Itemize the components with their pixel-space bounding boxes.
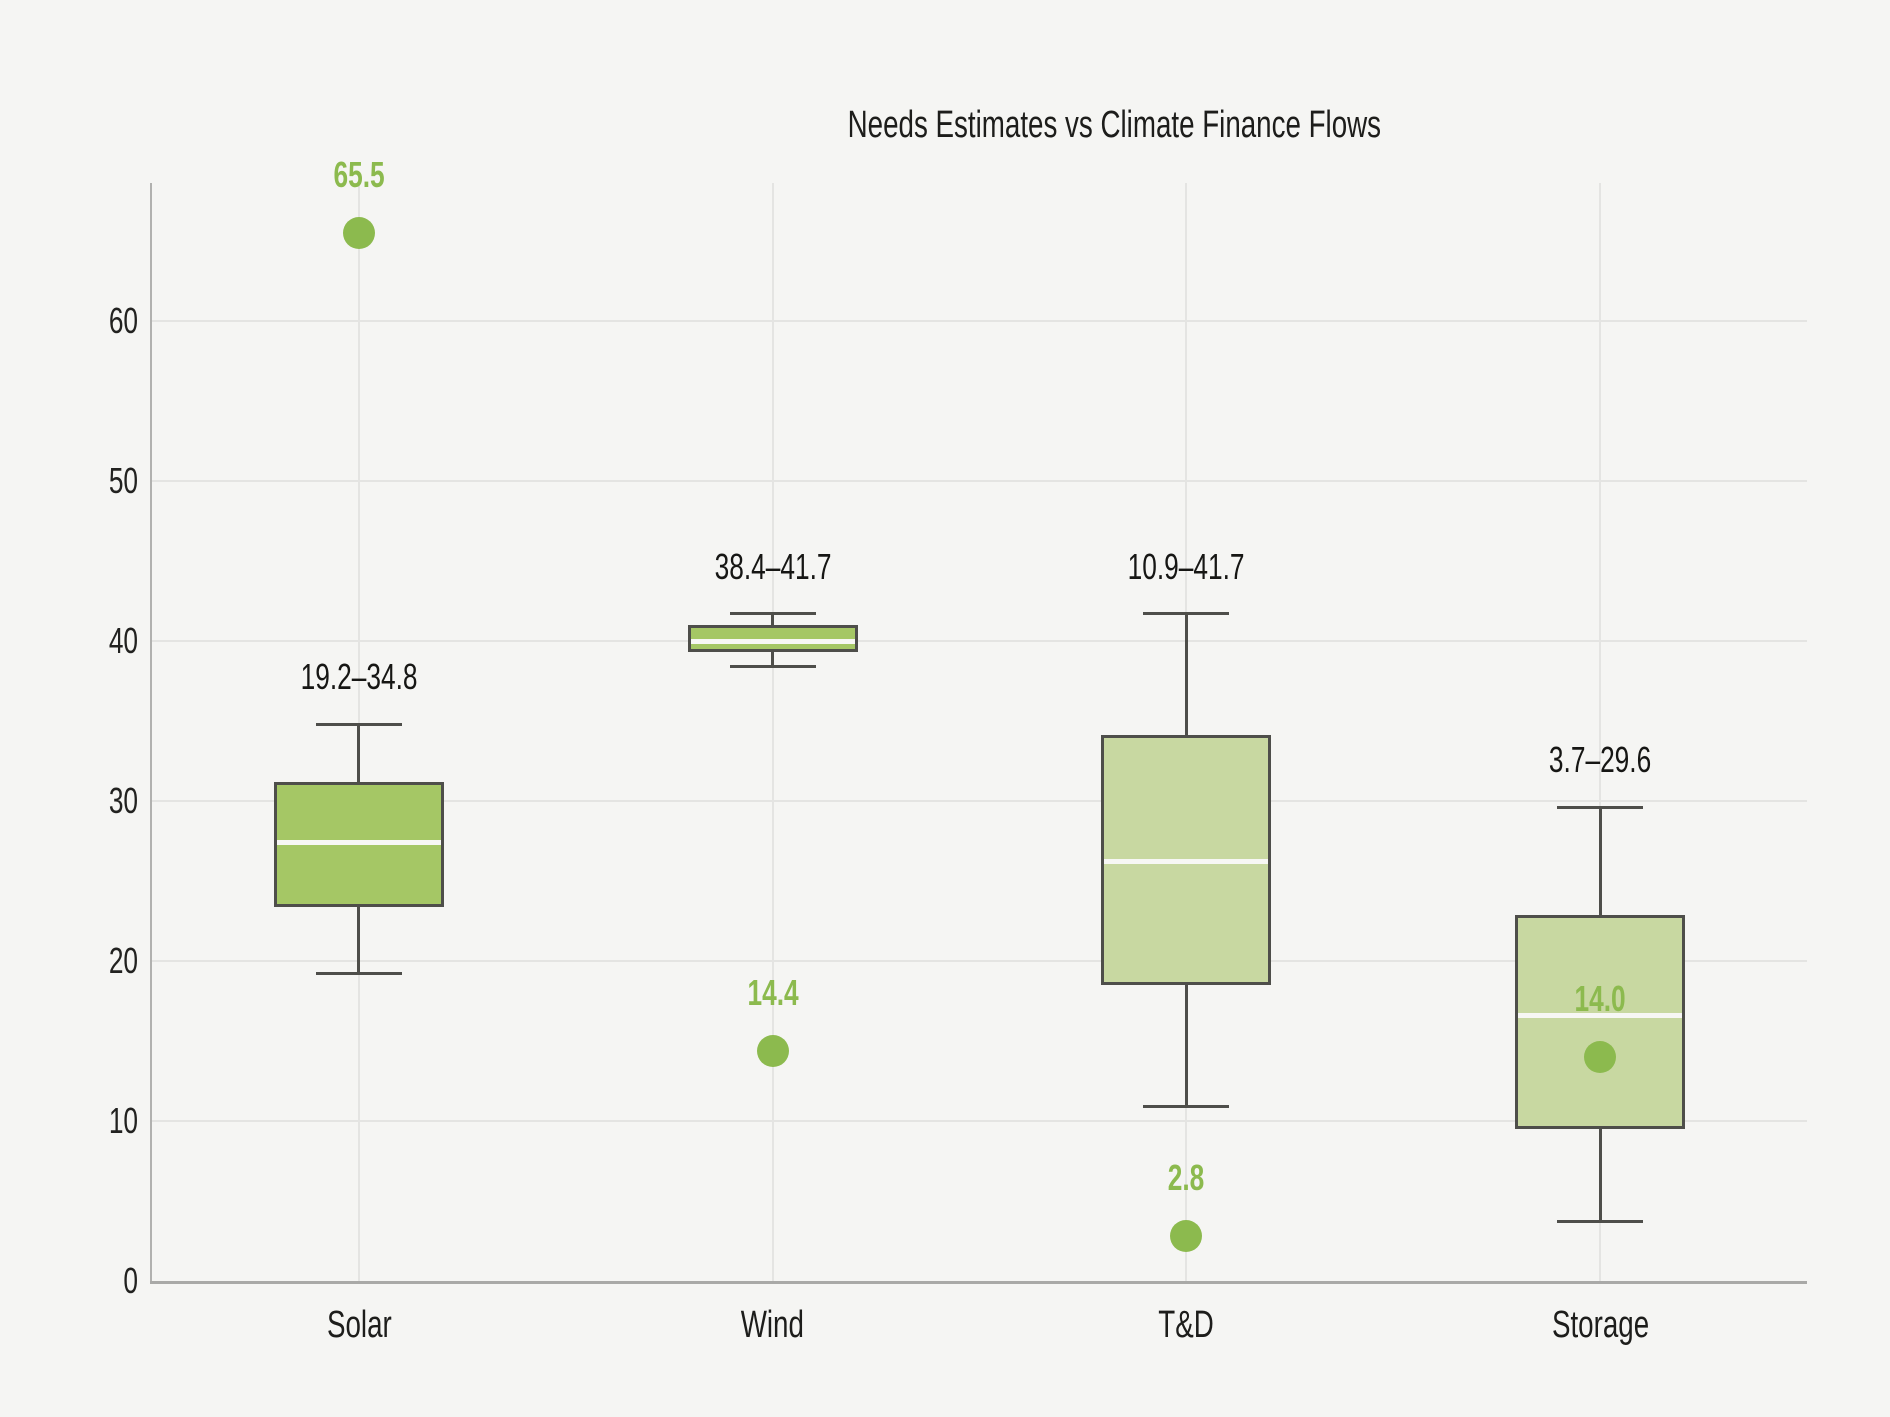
flow-dot (1584, 1041, 1617, 1073)
flow-value-annotation: 2.8 (1168, 1157, 1205, 1199)
box (1515, 914, 1686, 1129)
whisker-stem-upper (1598, 807, 1602, 915)
x-axis-category-label: T&D (1158, 1304, 1215, 1346)
whisker-stem-upper (357, 724, 361, 782)
whisker-cap-lower (729, 665, 816, 669)
whisker-stem-upper (771, 613, 775, 625)
x-axis-category-label: Storage (1551, 1304, 1649, 1346)
flow-value-annotation: 14.4 (747, 971, 799, 1013)
flow-dot (342, 217, 375, 249)
y-tick-label: 20 (108, 940, 138, 981)
y-tick-label: 50 (108, 460, 138, 501)
needs-range-annotation: 10.9–41.7 (1127, 545, 1245, 587)
whisker-stem-lower (1598, 1129, 1602, 1222)
whisker-stem-lower (357, 906, 361, 974)
h-gridline (152, 1120, 1807, 1122)
flow-dot (1170, 1220, 1203, 1253)
y-tick-label: 60 (108, 300, 138, 341)
median-line (276, 840, 441, 846)
median-line (1518, 1012, 1683, 1018)
whisker-cap-lower (1557, 1220, 1644, 1224)
whisker-cap-upper (1143, 612, 1230, 616)
whisker-cap-upper (1557, 805, 1644, 809)
x-axis-line (150, 1281, 1807, 1284)
whisker-stem-lower (1184, 985, 1188, 1107)
whisker-stem-upper (1184, 613, 1188, 736)
y-tick-label: 10 (108, 1100, 138, 1141)
flow-value-annotation: 14.0 (1574, 978, 1626, 1019)
flow-dot (756, 1034, 789, 1067)
h-gridline (152, 480, 1807, 482)
whisker-stem-lower (771, 652, 775, 667)
needs-range-annotation: 19.2–34.8 (300, 656, 418, 698)
flow-value-annotation: 65.5 (333, 154, 385, 195)
median-line (690, 638, 855, 644)
whisker-cap-lower (1143, 1105, 1230, 1109)
y-axis-spine (150, 183, 152, 1281)
needs-range-annotation: 3.7–29.6 (1548, 739, 1652, 781)
h-gridline (152, 800, 1807, 802)
median-line (1104, 859, 1269, 865)
y-tick-label: 30 (108, 780, 138, 821)
h-gridline (152, 960, 1807, 962)
h-gridline (152, 640, 1807, 642)
x-axis-category-label: Wind (741, 1304, 805, 1346)
whisker-cap-upper (315, 722, 402, 726)
h-gridline (152, 320, 1807, 322)
whisker-cap-upper (729, 612, 816, 616)
v-gridline (1599, 183, 1602, 1281)
chart-title: Needs Estimates vs Climate Finance Flows (847, 104, 1382, 146)
y-tick-label: 0 (123, 1260, 138, 1301)
x-axis-category-label: Solar (326, 1304, 392, 1346)
whisker-cap-lower (315, 972, 402, 976)
v-gridline (771, 183, 774, 1281)
y-tick-label: 40 (108, 620, 138, 661)
needs-range-annotation: 38.4–41.7 (714, 545, 832, 587)
